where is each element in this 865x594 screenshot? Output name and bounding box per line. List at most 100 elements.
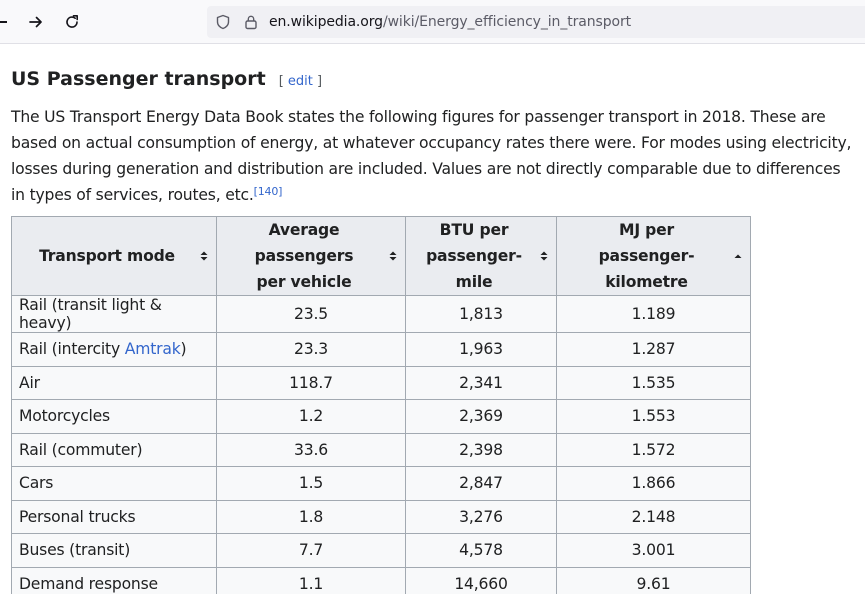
mode-link[interactable]: Amtrak [124, 340, 181, 359]
url-text[interactable]: en.wikipedia.org/wiki/Energy_efficiency_… [269, 14, 631, 30]
citation: [140] [254, 185, 283, 198]
column-header-label: BTU per passenger-mile [412, 217, 550, 295]
column-header-label: Transport mode [18, 243, 210, 269]
table-row: Rail (intercity Amtrak) 23.3 1,963 1.287 [11, 332, 751, 367]
cell-transport-mode: Personal trucks [11, 499, 217, 534]
table-row: Buses (transit) 7.7 4,578 3.001 [11, 533, 751, 568]
cell-btu-per-passenger-mile: 2,341 [405, 365, 557, 400]
cell-mj-per-passenger-km: 1.287 [556, 332, 751, 367]
forward-arrow-icon [28, 14, 44, 30]
table-header-row: Transport mode Average passengers per vehi… [11, 216, 751, 296]
cell-mj-per-passenger-km: 1.189 [556, 295, 751, 333]
cell-btu-per-passenger-mile: 1,963 [405, 332, 557, 367]
lock-icon[interactable] [242, 13, 260, 31]
table-row: Motorcycles 1.2 2,369 1.553 [11, 399, 751, 434]
table-body: Rail (transit light & heavy) 23.5 1,813 1.1… [11, 295, 751, 594]
cell-average-passengers: 33.6 [216, 432, 406, 467]
cell-average-passengers: 1.2 [216, 399, 406, 434]
table-row: Air 118.7 2,341 1.535 [11, 365, 751, 400]
mode-text: Motorcycles [19, 407, 110, 426]
mode-text: Buses (transit) [19, 541, 131, 560]
shield-icon[interactable] [214, 13, 232, 31]
column-header-average-passengers[interactable]: Average passengers per vehicle [216, 216, 406, 296]
edit-bracket-open: [ [278, 74, 284, 89]
edit-bracket-close: ] [317, 74, 323, 89]
cell-btu-per-passenger-mile: 1,813 [405, 295, 557, 333]
cell-average-passengers: 1.1 [216, 566, 406, 594]
cell-btu-per-passenger-mile: 2,847 [405, 466, 557, 501]
back-button-edge[interactable] [0, 21, 7, 23]
table-row: Rail (commuter) 33.6 2,398 1.572 [11, 432, 751, 467]
header-line-1: BTU per [439, 221, 509, 239]
column-header-mj-per-passenger-kilometre[interactable]: MJ per passenger-kilometre [556, 216, 751, 296]
url-host: en.wikipedia.org [269, 14, 383, 30]
citation-link[interactable]: [140] [253, 185, 283, 198]
column-header-label: MJ per passenger-kilometre [563, 217, 744, 295]
cell-transport-mode: Rail (transit light & heavy) [11, 295, 217, 333]
mode-text: Cars [19, 474, 54, 493]
edit-section: [ edit ] [279, 74, 322, 89]
cell-mj-per-passenger-km: 1.553 [556, 399, 751, 434]
table-row: Cars 1.5 2,847 1.866 [11, 466, 751, 501]
reload-icon [64, 14, 80, 30]
mode-suffix: ) [180, 340, 187, 359]
header-line-1: MJ per [619, 221, 674, 239]
cell-mj-per-passenger-km: 3.001 [556, 533, 751, 568]
paragraph-text: The US Transport Energy Data Book states… [11, 108, 852, 204]
mode-text: Rail (intercity [19, 340, 125, 359]
header-line-1: Transport mode [39, 247, 175, 265]
cell-mj-per-passenger-km: 1.866 [556, 466, 751, 501]
column-header-label: Average passengers per vehicle [223, 217, 399, 295]
url-path: /wiki/Energy_efficiency_in_transport [382, 14, 632, 30]
cell-transport-mode: Motorcycles [11, 399, 217, 434]
table-row: Personal trucks 1.8 3,276 2.148 [11, 499, 751, 534]
mode-text: Air [19, 373, 40, 392]
mode-text: Rail (transit light & heavy) [19, 296, 162, 332]
cell-btu-per-passenger-mile: 2,398 [405, 432, 557, 467]
cell-btu-per-passenger-mile: 4,578 [405, 533, 557, 568]
cell-transport-mode: Rail (commuter) [11, 432, 217, 467]
header-line-2: passenger-mile [426, 247, 522, 291]
cell-average-passengers: 23.3 [216, 332, 406, 367]
browser-toolbar: en.wikipedia.org/wiki/Energy_efficiency_… [0, 0, 865, 44]
cell-transport-mode: Demand response [11, 566, 217, 594]
cell-mj-per-passenger-km: 9.61 [556, 566, 751, 594]
cell-average-passengers: 1.8 [216, 499, 406, 534]
cell-average-passengers: 7.7 [216, 533, 406, 568]
section-heading-row: US Passenger transport [ edit ] [11, 68, 322, 90]
column-header-btu-per-passenger-mile[interactable]: BTU per passenger-mile [405, 216, 557, 296]
cell-transport-mode: Cars [11, 466, 217, 501]
cell-btu-per-passenger-mile: 3,276 [405, 499, 557, 534]
section-heading: US Passenger transport [11, 68, 266, 90]
reload-button[interactable] [58, 8, 86, 36]
header-line-2: passenger-kilometre [598, 247, 695, 291]
cell-mj-per-passenger-km: 2.148 [556, 499, 751, 534]
table-row: Rail (transit light & heavy) 23.5 1,813 1.1… [11, 295, 751, 333]
mode-text: Demand response [19, 574, 158, 593]
cell-mj-per-passenger-km: 1.572 [556, 432, 751, 467]
header-line-1: Average passengers [254, 221, 354, 265]
forward-button[interactable] [22, 8, 50, 36]
sort-icon[interactable] [540, 250, 548, 262]
cell-transport-mode: Rail (intercity Amtrak) [11, 332, 217, 367]
column-header-transport-mode[interactable]: Transport mode [11, 216, 217, 296]
cell-transport-mode: Buses (transit) [11, 533, 217, 568]
cell-average-passengers: 118.7 [216, 365, 406, 400]
intro-paragraph: The US Transport Energy Data Book states… [11, 104, 856, 208]
edit-link[interactable]: edit [287, 74, 313, 89]
cell-mj-per-passenger-km: 1.535 [556, 365, 751, 400]
mode-text: Rail (commuter) [19, 440, 143, 459]
sort-icon[interactable] [200, 250, 208, 262]
cell-btu-per-passenger-mile: 2,369 [405, 399, 557, 434]
cell-btu-per-passenger-mile: 14,660 [405, 566, 557, 594]
sort-icon[interactable] [389, 250, 397, 262]
url-bar[interactable]: en.wikipedia.org/wiki/Energy_efficiency_… [207, 6, 865, 38]
passenger-transport-table: Transport mode Average passengers per vehi… [11, 216, 751, 594]
cell-transport-mode: Air [11, 365, 217, 400]
mode-text: Personal trucks [19, 507, 136, 526]
cell-average-passengers: 1.5 [216, 466, 406, 501]
cell-average-passengers: 23.5 [216, 295, 406, 333]
table-row: Demand response 1.1 14,660 9.61 [11, 566, 751, 594]
sort-ascending-icon[interactable] [734, 250, 742, 262]
header-line-2: per vehicle [256, 273, 352, 291]
